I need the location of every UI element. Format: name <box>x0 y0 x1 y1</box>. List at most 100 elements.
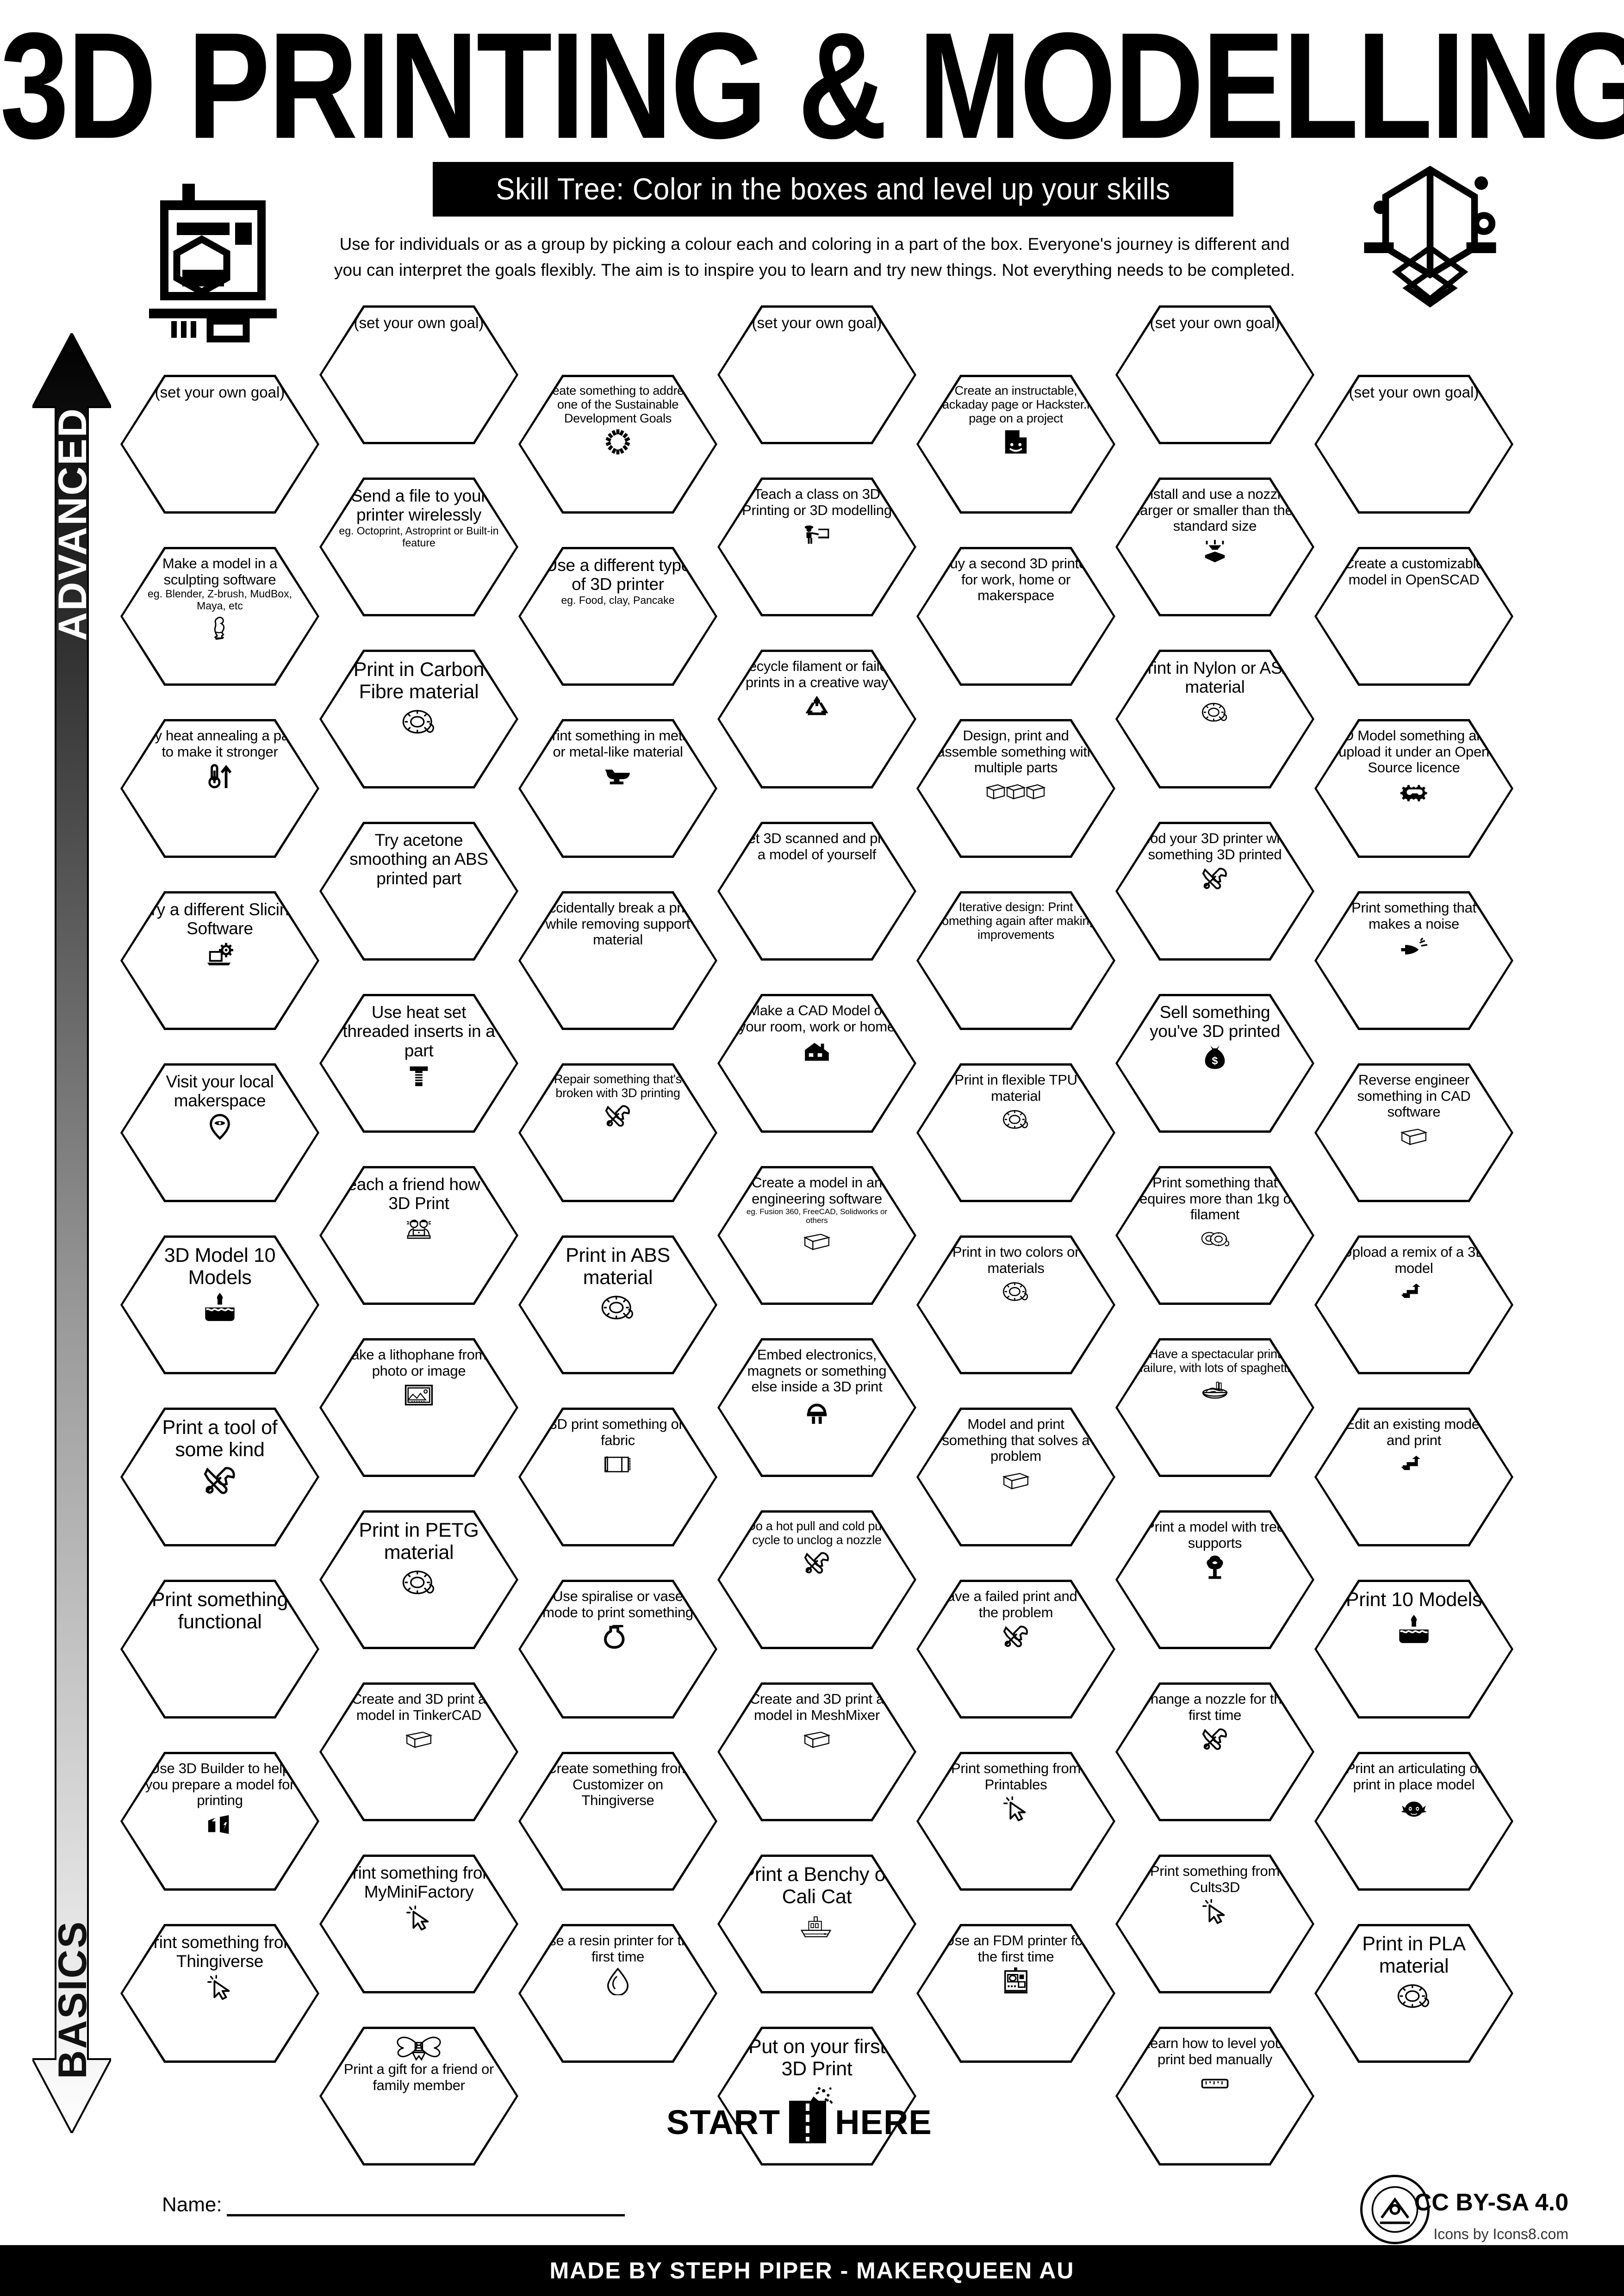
skill-hex-title: Buy a second 3D printer for work, home o… <box>940 555 1091 604</box>
skill-hex[interactable]: Print something from MyMiniFactory <box>319 1855 518 1993</box>
skill-hex[interactable]: Print in ABS material <box>518 1235 717 1374</box>
skill-hex-body: Use an FDM printer for the first time <box>919 1926 1113 2060</box>
skill-hex[interactable]: Have a spectacular print failure, with l… <box>1115 1338 1314 1477</box>
skill-hex[interactable]: Create something from Customizer on Thin… <box>518 1752 717 1891</box>
skill-hex[interactable]: Use a different type of 3D printer eg. Fo… <box>518 547 717 686</box>
skill-level-axis <box>32 333 111 2133</box>
skill-hex[interactable]: Print a gift for a friend or family memb… <box>319 2027 518 2166</box>
skill-hex[interactable]: Use an FDM printer for the first time <box>916 1924 1115 2063</box>
skill-hex[interactable]: Print something that requires more than … <box>1115 1166 1314 1305</box>
skill-hex[interactable]: Create a model in an engineering softwar… <box>717 1166 916 1305</box>
skill-hex[interactable]: Sell something you've 3D printed $ <box>1115 994 1314 1133</box>
skill-hex[interactable]: Reverse engineer something in CAD softwa… <box>1314 1063 1513 1202</box>
skill-hex[interactable]: Install and use a nozzle larger or small… <box>1115 478 1314 616</box>
skill-hex-title: 3D print something on fabric <box>549 1416 687 1448</box>
skill-hex[interactable]: Accidentally break a print while removin… <box>518 891 717 1030</box>
skill-hex[interactable]: Put on your first 3D Print <box>717 2027 916 2166</box>
skill-hex-title: Print something in metal or metal-like m… <box>542 727 693 760</box>
ruler-icon <box>1201 2069 1229 2098</box>
skill-hex[interactable]: Have a failed print and fix the problem <box>916 1580 1115 1719</box>
skill-hex[interactable]: Make a CAD Model of your room, work or h… <box>717 994 916 1133</box>
skill-hex-subtitle: eg. Blender, Z-brush, MudBox, Maya, etc <box>148 588 292 612</box>
skill-hex[interactable]: Print something in metal or metal-like m… <box>518 719 717 858</box>
vase-icon <box>604 1622 632 1651</box>
skill-hex[interactable]: Use spiralise or vase mode to print some… <box>518 1580 717 1719</box>
skill-hex[interactable]: (set your own goal) <box>1115 305 1314 444</box>
skill-hex[interactable]: Print something from Thingiverse <box>120 1924 319 2063</box>
skill-hex[interactable]: Buy a second 3D printer for work, home o… <box>916 547 1115 686</box>
skill-hex[interactable]: (set your own goal) <box>717 305 916 444</box>
filament-spool-icon <box>1201 699 1229 727</box>
skill-hex[interactable]: Print something that makes a noise <box>1314 891 1513 1030</box>
tools-icon <box>604 1102 632 1130</box>
name-input[interactable] <box>226 2214 625 2216</box>
skill-hex[interactable]: (set your own goal) <box>120 375 319 514</box>
skill-hex[interactable]: Print in Nylon or ASA material <box>1115 650 1314 788</box>
skill-hex[interactable]: Print something from Cults3D <box>1115 1855 1314 1993</box>
skill-hex[interactable]: Print in Carbon Fibre material <box>319 650 518 788</box>
skill-hex[interactable]: Make a model in a sculpting software eg. … <box>120 547 319 686</box>
laptop-gear-icon <box>205 940 234 969</box>
skill-hex[interactable]: Embed electronics, magnets or something … <box>717 1338 916 1477</box>
skill-hex[interactable]: Learn how to level your print bed manual… <box>1115 2027 1314 2166</box>
skill-hex[interactable]: Design, print and assemble something wit… <box>916 719 1115 858</box>
skill-hex[interactable]: Print a tool of some kind <box>120 1408 319 1546</box>
skill-hex-title: Print in flexible TPU material <box>954 1072 1077 1104</box>
skill-hex[interactable]: Print 10 Models <box>1314 1580 1513 1719</box>
sdg-wheel-icon <box>604 428 632 456</box>
skill-hex[interactable]: Teach a class on 3D Printing or 3D model… <box>717 478 916 616</box>
skill-hex[interactable]: Use heat set threaded inserts in a part <box>319 994 518 1133</box>
skill-hex[interactable]: Repair something that's broken with 3D p… <box>518 1063 717 1202</box>
skill-hex[interactable]: Visit your local makerspace <box>120 1063 319 1202</box>
skill-hex-body: (set your own goal) <box>1118 308 1312 442</box>
road-icon <box>789 2101 827 2143</box>
skill-hex[interactable]: Try heat annealing a part to make it str… <box>120 719 319 858</box>
skill-hex[interactable]: Print in PETG material <box>319 1510 518 1649</box>
skill-hex[interactable]: Use 3D Builder to help you prepare a mod… <box>120 1752 319 1891</box>
skill-hex[interactable]: Get 3D scanned and print a model of your… <box>717 822 916 961</box>
skill-hex[interactable]: Create and 3D print a model in MeshMixer <box>717 1682 916 1821</box>
spaghetti-icon <box>1201 1377 1229 1405</box>
skill-hex[interactable]: Try a different Slicing Software <box>120 891 319 1030</box>
skill-hex[interactable]: Print in flexible TPU material <box>916 1063 1115 1202</box>
skill-hex[interactable]: Print a Benchy or Cali Cat <box>717 1855 916 1993</box>
skill-hex[interactable]: Print something functional <box>120 1580 319 1719</box>
skill-hex[interactable]: Create a customizable model in OpenSCAD <box>1314 547 1513 686</box>
skill-hex-title: Make a CAD Model of your room, work or h… <box>739 1002 895 1035</box>
skill-hex[interactable]: Recycle filament or failed prints in a c… <box>717 650 916 788</box>
skill-hex[interactable]: Create an instructable, hackaday page or… <box>916 375 1115 514</box>
skill-hex[interactable]: Print a model with tree supports <box>1115 1510 1314 1649</box>
skill-hex[interactable]: (set your own goal) <box>319 305 518 444</box>
skill-hex[interactable]: Change a nozzle for the first time <box>1115 1682 1314 1821</box>
skill-hex-title: Create and 3D print a model in TinkerCAD <box>351 1691 486 1723</box>
skill-hex[interactable]: Make a lithophane from a photo or image <box>319 1338 518 1477</box>
skill-hex[interactable]: Create and 3D print a model in TinkerCAD <box>319 1682 518 1821</box>
recycle-icon <box>803 692 831 721</box>
tools-icon <box>1201 864 1229 893</box>
skill-hex[interactable]: Iterative design: Print something again … <box>916 891 1115 1030</box>
skill-hex[interactable]: Print something from Printables <box>916 1752 1115 1891</box>
skill-hex[interactable]: Do a hot pull and cold pull cycle to unc… <box>717 1510 916 1649</box>
skill-hex[interactable]: Create something to address one of the S… <box>518 375 717 514</box>
skill-hex[interactable]: Use a resin printer for the first time <box>518 1924 717 2063</box>
screw-icon <box>404 1062 433 1091</box>
skill-hex[interactable]: Send a file to your printer wirelessly eg… <box>319 478 518 616</box>
skill-hex-body: Embed electronics, magnets or something … <box>720 1340 914 1475</box>
skill-hex[interactable]: Upload a remix of a 3D model <box>1314 1235 1513 1374</box>
skill-hex[interactable]: Try acetone smoothing an ABS printed par… <box>319 822 518 961</box>
skill-hex[interactable]: Model and print something that solves a … <box>916 1408 1115 1546</box>
skill-hex[interactable]: (set your own goal) <box>1314 375 1513 514</box>
skill-hex[interactable]: Teach a friend how to 3D Print <box>319 1166 518 1305</box>
start-here-marker: START HERE <box>666 2101 932 2143</box>
skill-hex[interactable]: Mod your 3D printer with something 3D pr… <box>1115 822 1314 961</box>
skill-hex[interactable]: 3D print something on fabric <box>518 1408 717 1546</box>
skill-hex[interactable]: 3D Model 10 Models <box>120 1235 319 1374</box>
skill-hex[interactable]: Print in two colors or materials <box>916 1235 1115 1374</box>
svg-text:$: $ <box>1212 1055 1218 1067</box>
skill-hex[interactable]: Print an articulating or print in place … <box>1314 1752 1513 1891</box>
skill-hex[interactable]: 3D Model something and upload it under a… <box>1314 719 1513 858</box>
skill-hex[interactable]: Print in PLA material <box>1314 1924 1513 2063</box>
skill-hex-body: Send a file to your printer wirelessly eg… <box>322 480 516 614</box>
skill-hex[interactable]: Edit an existing model and print <box>1314 1408 1513 1546</box>
set-your-own-goal-label: (set your own goal) <box>354 314 484 331</box>
